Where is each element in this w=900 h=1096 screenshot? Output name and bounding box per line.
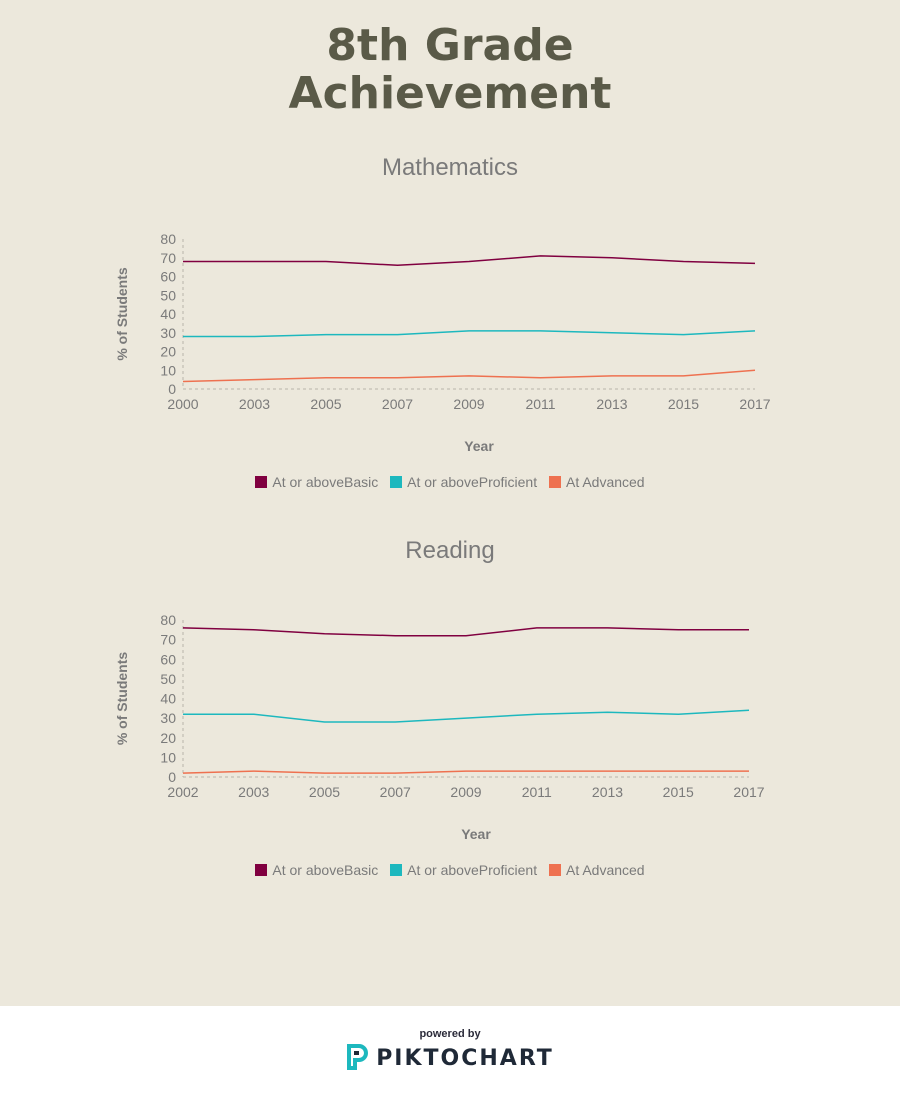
infographic: 8th Grade Achievement Mathematics 0 10 20 3… [0,21,900,878]
reading-legend-item-advanced: At Advanced [548,862,645,878]
y-tick-label: 10 [160,362,176,378]
math-legend-item-advanced: At Advanced [548,474,645,490]
reading-line-chart: 0 10 20 30 40 50 60 70 80 2002 2003 2005 2007 2009 201… [114,612,765,842]
x-tick-label: 2013 [592,784,623,800]
legend-swatch-basic [255,476,268,488]
y-tick-label: 50 [160,287,176,303]
legend-swatch-advanced [548,864,561,876]
y-tick-label: 40 [160,306,176,322]
y-axis-label: % of Students [114,267,130,361]
series-line-proficient [183,330,756,338]
x-tick-label: 2011 [525,396,555,412]
series-line-advanced [182,369,756,383]
legend-label: At or aboveProficient [407,474,538,490]
x-tick-label: 2002 [167,784,198,800]
math-line-chart: 0 10 20 30 40 50 60 70 80 2000 2003 2005 2007 2009 201… [114,231,771,454]
legend-label: At Advanced [565,862,645,878]
math-legend-item-proficient: At or aboveProficient [390,474,537,490]
x-tick-label: 2017 [739,396,770,412]
y-tick-label: 70 [160,250,176,266]
y-tick-label: 20 [160,730,176,746]
reading-legend: At or aboveBasic At or aboveProficient A… [0,862,900,878]
legend-label: At or aboveBasic [272,862,379,878]
piktochart-logo-icon [347,1044,369,1070]
y-tick-label: 30 [160,325,176,341]
y-tick-label: 20 [160,344,176,360]
x-tick-label: 2007 [380,784,411,800]
x-tick-label: 2005 [309,784,340,800]
x-axis-label: Year [461,826,491,842]
x-tick-label: 2003 [239,396,270,412]
legend-label: At or aboveBasic [272,474,379,490]
y-tick-label: 60 [160,269,176,285]
piktochart-logo[interactable]: PIKTOCHART [0,1044,900,1071]
x-tick-label: 2015 [663,784,694,800]
math-legend-item-basic: At or aboveBasic [255,474,378,490]
piktochart-logo-text: PIKTOCHART [376,1046,554,1071]
x-tick-label: 2009 [453,396,484,412]
y-tick-label: 60 [160,651,176,667]
page-title: 8th Grade Achievement [0,22,900,118]
x-tick-label: 2009 [450,784,481,800]
y-tick-label: 70 [160,632,176,648]
x-tick-label: 2011 [522,784,552,800]
x-axis-label: Year [464,438,494,454]
series-line-basic [182,627,749,637]
series-line-advanced [182,770,749,774]
footer: powered by PIKTOCHART [0,1006,900,1096]
y-tick-label: 40 [160,691,176,707]
x-tick-label: 2013 [596,396,627,412]
powered-by-label: powered by [419,1028,481,1040]
x-tick-label: 2007 [382,396,413,412]
legend-swatch-proficient [390,864,403,876]
page-title-line1: 8th Grade [326,20,574,71]
reading-legend-item-proficient: At or aboveProficient [390,862,537,878]
y-tick-label: 0 [168,381,176,397]
y-tick-label: 10 [160,749,176,765]
x-tick-label: 2000 [167,396,198,412]
reading-chart-title: Reading [405,537,495,564]
page-title-line2: Achievement [288,68,612,119]
y-axis-label: % of Students [114,652,130,746]
legend-swatch-advanced [548,476,561,488]
reading-legend-item-basic: At or aboveBasic [255,862,378,878]
x-tick-label: 2003 [238,784,269,800]
y-tick-label: 80 [160,231,176,247]
y-tick-label: 80 [160,612,176,628]
x-tick-label: 2005 [310,396,341,412]
y-tick-label: 50 [160,671,176,687]
legend-swatch-proficient [390,476,403,488]
math-legend: At or aboveBasic At or aboveProficient A… [0,474,900,490]
series-line-basic [183,255,756,267]
math-chart-title: Mathematics [381,154,519,181]
series-line-proficient [183,709,750,723]
legend-swatch-basic [255,864,268,876]
legend-label: At or aboveProficient [407,862,538,878]
y-tick-label: 0 [168,769,176,785]
legend-label: At Advanced [565,474,645,490]
y-tick-label: 30 [160,710,176,726]
x-tick-label: 2017 [733,784,764,800]
x-tick-label: 2015 [668,396,699,412]
